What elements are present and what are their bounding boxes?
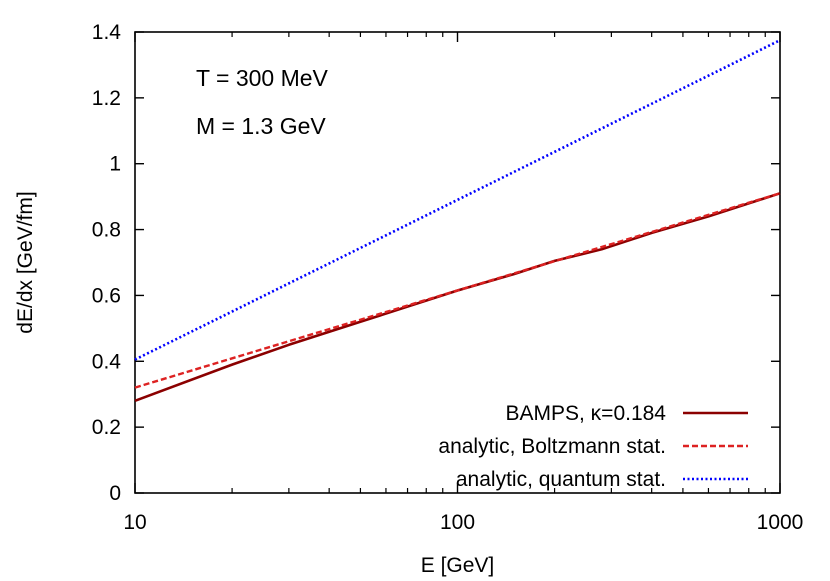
series-line-2 xyxy=(134,39,781,361)
plot-frame xyxy=(134,31,781,494)
x-tick-label: 10 xyxy=(123,511,146,534)
y-axis-label: dE/dx [GeV/fm] xyxy=(14,191,37,333)
y-tick-label: 0.2 xyxy=(92,416,121,439)
temperature-annotation: T = 300 MeV xyxy=(196,65,329,91)
series-line-0 xyxy=(134,192,781,403)
legend-label-1: analytic, Boltzmann stat. xyxy=(438,435,666,458)
tick-labels-group: 0 0.2 0.4 0.6 0.8 1 1.2 1.4 10 100 1000 xyxy=(92,21,804,534)
series-group xyxy=(134,39,781,403)
legend: BAMPS, κ=0.184 analytic, Boltzmann stat. a… xyxy=(438,402,748,491)
series-line-1 xyxy=(134,192,781,389)
legend-label-2: analytic, quantum stat. xyxy=(456,468,666,491)
legend-label-0: BAMPS, κ=0.184 xyxy=(505,402,666,425)
y-tick-label: 1.2 xyxy=(92,87,121,110)
x-axis-label: E [GeV] xyxy=(421,554,495,577)
y-tick-label: 0 xyxy=(109,482,121,505)
y-tick-label: 1 xyxy=(109,153,121,176)
mass-annotation: M = 1.3 GeV xyxy=(196,113,326,139)
y-tick-label: 0.4 xyxy=(92,350,122,373)
x-tick-label: 1000 xyxy=(757,511,804,534)
x-tick-label: 100 xyxy=(440,511,475,534)
y-tick-label: 0.8 xyxy=(92,219,121,242)
ticks-group xyxy=(134,31,781,494)
y-tick-label: 1.4 xyxy=(92,21,122,44)
y-tick-label: 0.6 xyxy=(92,284,121,307)
